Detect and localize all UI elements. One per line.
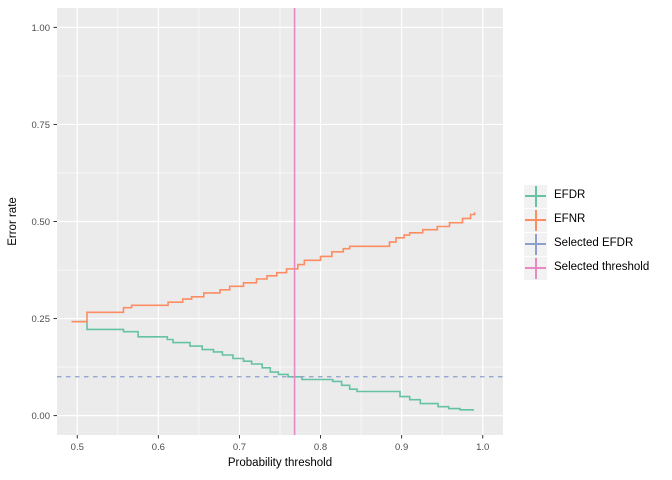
- x-axis-tick-label: 0.9: [395, 442, 408, 453]
- y-axis-tick-label: 0.00: [32, 411, 51, 422]
- y-axis-tick-label: 0.25: [32, 314, 51, 325]
- y-axis-tick-label: 0.50: [32, 217, 51, 228]
- plot-area: 0.5 0.6 0.7 0.8 0.9 1.0 0.00 0.25 0.50 0.75 1.00 Pr…: [7, 8, 503, 469]
- legend-key-cross-icon: [524, 232, 547, 256]
- x-axis-tick-label: 0.7: [233, 442, 246, 453]
- legend-item-selected-threshold: Selected threshold: [524, 256, 649, 280]
- y-axis-tick-label: 1.00: [32, 23, 51, 34]
- x-axis-tick-label: 0.8: [314, 442, 327, 453]
- y-axis-title: Error rate: [7, 197, 19, 246]
- legend-key-cross-icon: [524, 184, 547, 208]
- legend-item-label: EFDR: [554, 189, 586, 202]
- legend-item-label: EFNR: [554, 213, 586, 226]
- x-axis-tick-label: 0.6: [152, 442, 165, 453]
- legend-item-label: Selected threshold: [554, 261, 650, 274]
- legend-item-efnr: EFNR: [524, 208, 649, 232]
- legend: EFDR EFNR Selected EFDR Selected thresho…: [524, 184, 649, 280]
- legend-item-label: Selected EFDR: [554, 237, 634, 250]
- efdr-line: [71, 320, 474, 411]
- legend-item-selected-efdr: Selected EFDR: [524, 232, 649, 256]
- legend-item-efdr: EFDR: [524, 184, 649, 208]
- x-axis-tick-label: 1.0: [476, 442, 489, 453]
- legend-key-cross-icon: [524, 208, 547, 232]
- y-axis-tick-label: 0.75: [32, 120, 51, 131]
- x-axis-title: Probability threshold: [228, 457, 332, 469]
- efnr-line: [71, 212, 476, 323]
- x-axis-tick-label: 0.5: [71, 442, 84, 453]
- legend-key-cross-icon: [524, 256, 547, 280]
